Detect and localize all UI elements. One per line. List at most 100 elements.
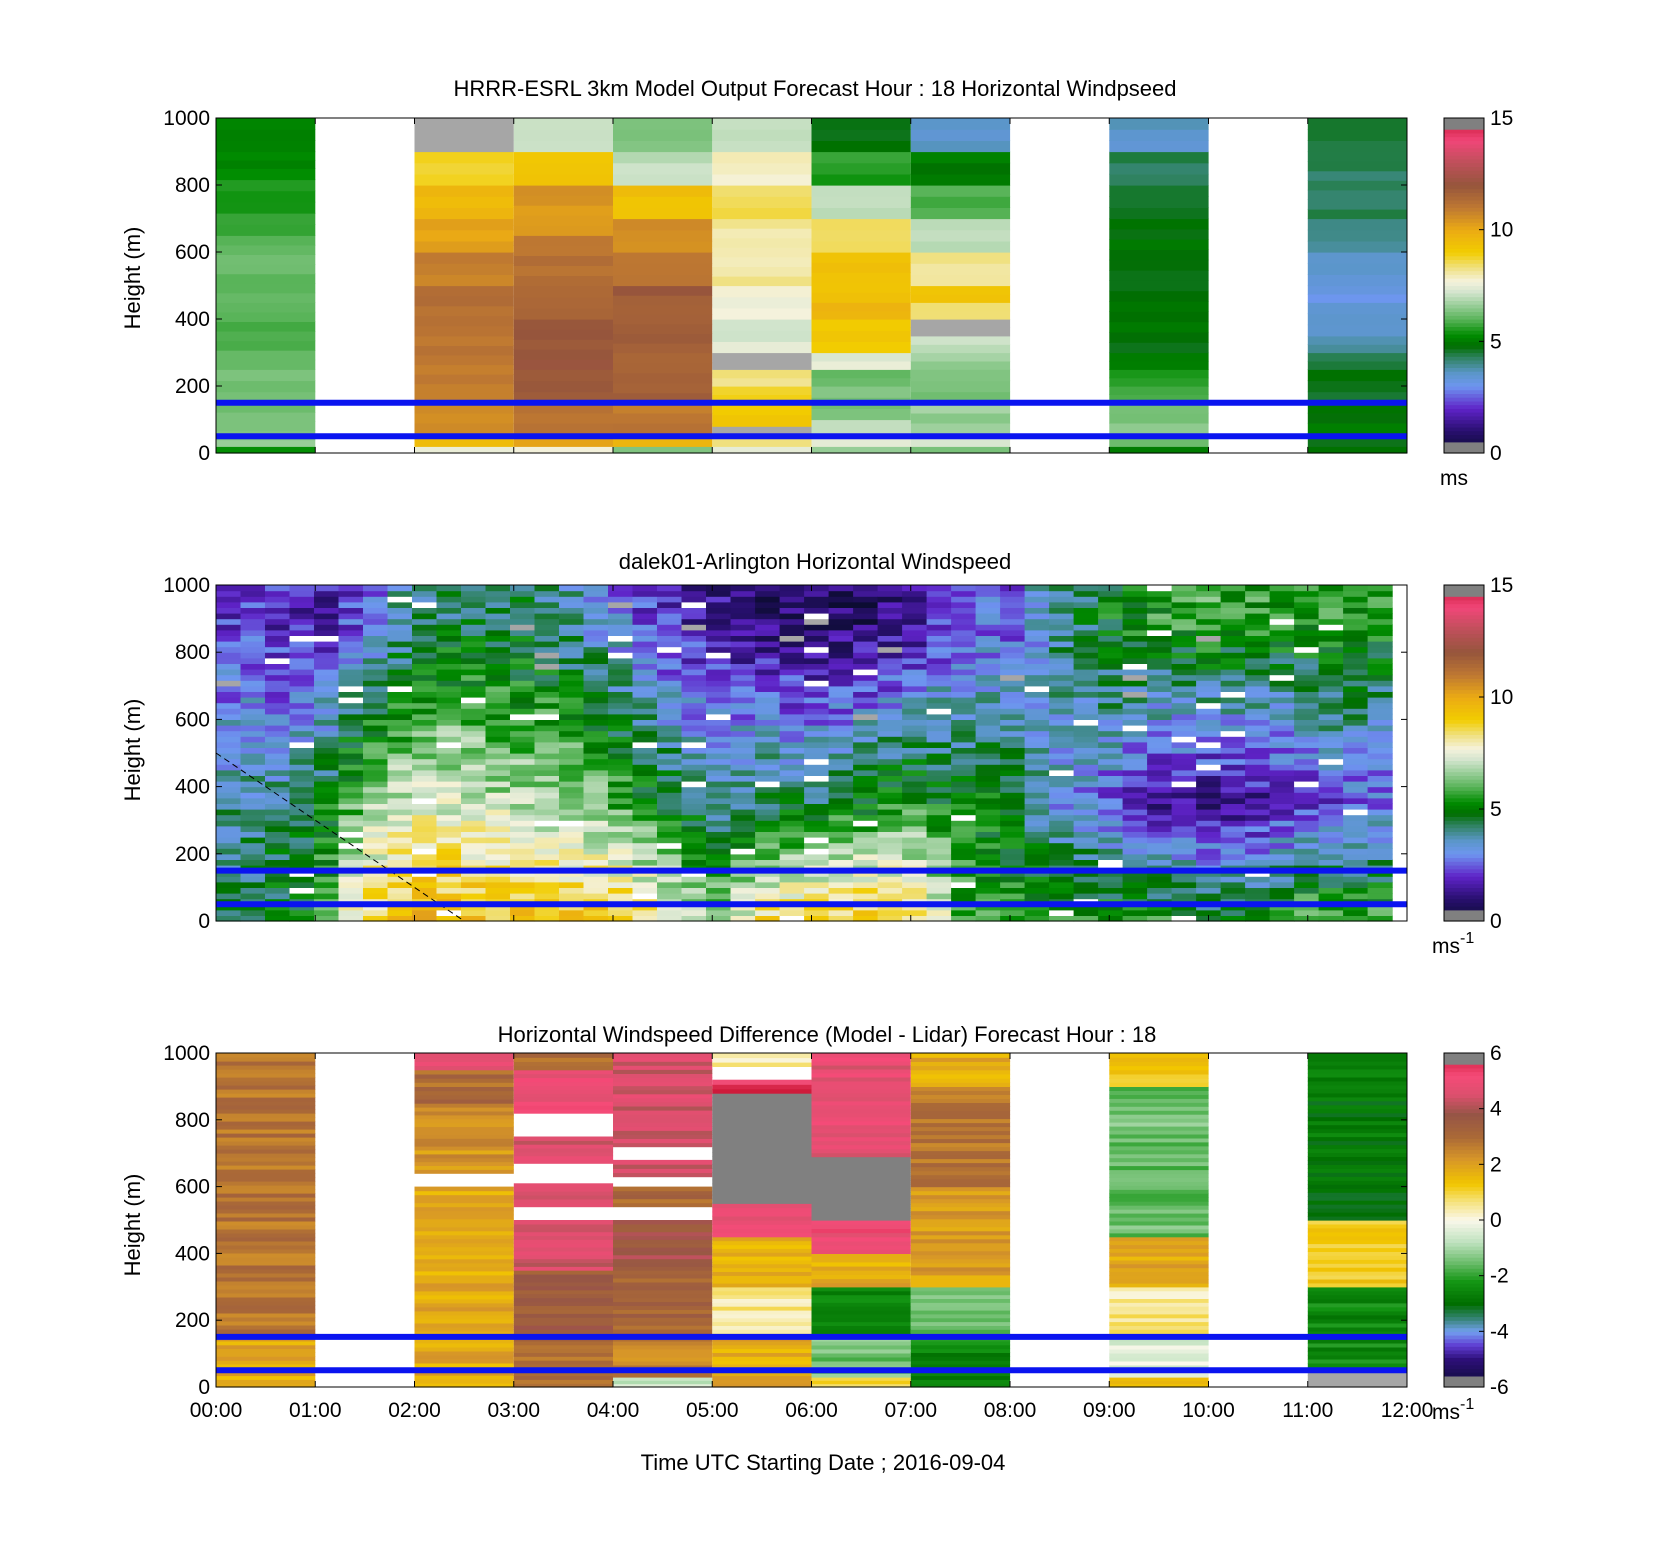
x-tick-label: 02:00 (388, 1399, 441, 1422)
heat-cell (1049, 725, 1075, 732)
heat-cell (811, 1176, 911, 1181)
heat-cell (513, 1379, 614, 1384)
heat-cell (559, 814, 585, 821)
heat-cell (681, 842, 707, 849)
heat-cell (706, 624, 732, 631)
heat-cell (706, 887, 732, 894)
heat-cell (216, 1125, 316, 1130)
heat-cell (412, 915, 438, 922)
heat-cell (1049, 657, 1075, 664)
heat-cell (216, 1057, 316, 1062)
panel-lidar-windspeed: dalek01-Arlington Horizontal Windspeed H… (120, 549, 1513, 958)
heat-cell (436, 825, 462, 832)
heat-cell (1294, 764, 1320, 771)
colorbar-swatch (1444, 663, 1484, 668)
heat-cell (1220, 825, 1246, 832)
heat-cell (216, 1240, 316, 1246)
heat-cell (755, 674, 781, 681)
heat-cell (877, 674, 903, 681)
heat-cell (289, 747, 315, 754)
heat-cell (387, 758, 413, 765)
heat-cell (414, 1262, 514, 1268)
heat-cell (632, 820, 658, 827)
heat-cell (1294, 842, 1320, 849)
heat-cell (779, 904, 805, 911)
heat-cell (1049, 909, 1075, 916)
heat-cell (387, 837, 413, 844)
heat-cell (216, 624, 242, 631)
heat-cell (1269, 652, 1295, 659)
heat-cell (712, 394, 812, 404)
heat-cell (265, 797, 291, 804)
heat-cell (877, 786, 903, 793)
heat-cell (608, 613, 634, 620)
heat-cell (910, 1090, 1011, 1095)
heat-cell (414, 1110, 514, 1116)
heat-cell (1245, 775, 1271, 782)
heat-cell (632, 669, 658, 676)
heat-cell (1000, 629, 1026, 636)
heat-cell (436, 764, 462, 771)
heat-cell (510, 624, 536, 631)
heat-cell (1343, 887, 1369, 894)
heat-cell (804, 853, 830, 860)
heat-cell (1307, 1223, 1408, 1229)
heat-cell (853, 713, 879, 720)
heat-cell (910, 446, 1011, 454)
heat-cell (1109, 422, 1209, 434)
heat-cell (414, 263, 514, 275)
heat-cell (613, 229, 713, 242)
colorbar-tick-label: 15 (1490, 574, 1513, 597)
heat-cell (485, 697, 511, 704)
heat-cell (853, 915, 879, 922)
heat-cell (828, 781, 854, 788)
panel-title: dalek01-Arlington Horizontal Windspeed (619, 549, 1012, 574)
heat-cell (1307, 344, 1408, 354)
heat-cell (755, 730, 781, 737)
y-axis-label: Height (m) (120, 1174, 145, 1277)
heat-cell (513, 446, 614, 454)
heat-cell (828, 887, 854, 894)
heat-cell (1000, 635, 1026, 642)
heat-cell (657, 719, 683, 726)
heat-cell (910, 1282, 1011, 1288)
heat-cell (804, 657, 830, 664)
heat-cell (1220, 831, 1246, 838)
colorbar-swatch (1444, 592, 1484, 597)
heat-cell (706, 870, 732, 877)
heat-cell (1343, 747, 1369, 754)
heat-cell (436, 618, 462, 625)
heat-cell (1147, 831, 1173, 838)
heat-cell (461, 842, 487, 849)
heat-cell (265, 702, 291, 709)
heat-cell (338, 641, 364, 648)
heat-cell (910, 1254, 1011, 1260)
colorbar-swatch (1444, 1164, 1484, 1169)
heat-cell (559, 725, 585, 732)
heat-cell (811, 377, 911, 387)
heat-cell (853, 624, 879, 631)
heat-cell (414, 335, 514, 346)
heat-cell (951, 607, 977, 614)
heat-cell (216, 1153, 316, 1158)
heat-cell (1307, 1267, 1408, 1272)
heat-cell (414, 446, 514, 454)
heat-cell (712, 1175, 812, 1181)
colorbar-swatch (1444, 633, 1484, 638)
heat-cell (412, 624, 438, 631)
heat-cell (1024, 859, 1050, 866)
heat-cell (216, 697, 242, 704)
heat-cell (1343, 691, 1369, 698)
colorbar-tick-label: 5 (1490, 330, 1502, 353)
heat-cell (1073, 618, 1099, 625)
heat-cell (485, 680, 511, 687)
heat-cell (902, 797, 928, 804)
colorbar-swatch (1444, 348, 1484, 354)
heat-cell (1049, 814, 1075, 821)
heat-cell (613, 1301, 713, 1306)
heat-cell (712, 1352, 812, 1357)
heat-cell (1073, 680, 1099, 687)
heat-cell (216, 669, 242, 676)
heat-cell (613, 1344, 713, 1350)
